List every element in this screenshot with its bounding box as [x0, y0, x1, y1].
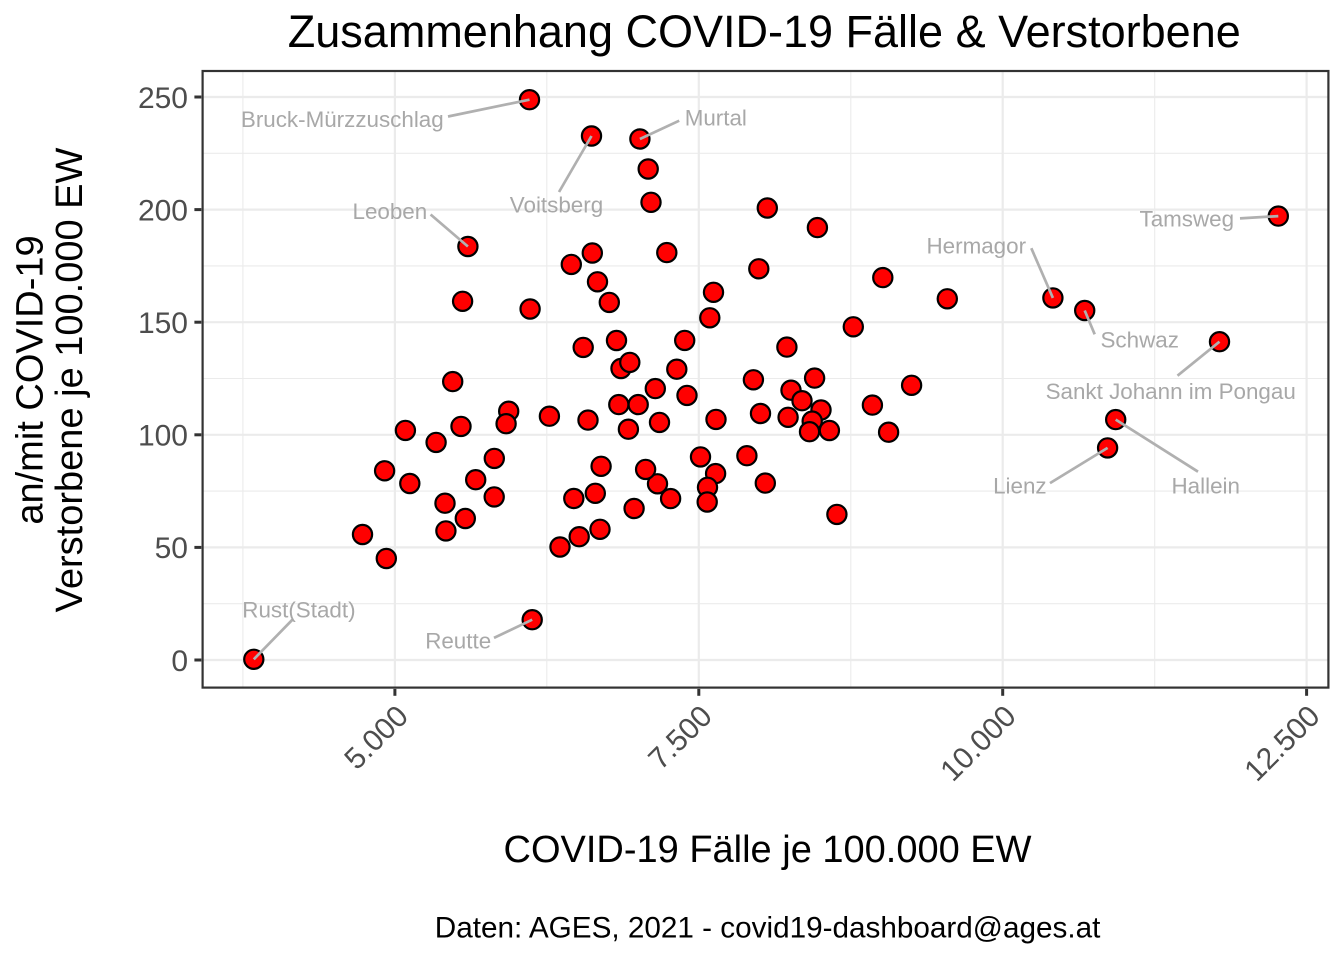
- svg-text:COVID-19 Fälle je 100.000 EW: COVID-19 Fälle je 100.000 EW: [504, 829, 1032, 871]
- svg-text:Bruck-Mürzzuschlag: Bruck-Mürzzuschlag: [241, 107, 444, 132]
- svg-text:Tamsweg: Tamsweg: [1140, 207, 1235, 232]
- svg-text:Zusammenhang COVID-19 Fälle &: Zusammenhang COVID-19 Fälle & Verstorben…: [288, 6, 1241, 57]
- svg-text:Leoben: Leoben: [353, 199, 428, 224]
- svg-text:Voitsberg: Voitsberg: [510, 192, 603, 217]
- svg-text:50: 50: [155, 532, 188, 565]
- svg-text:Murtal: Murtal: [685, 106, 747, 131]
- svg-text:Reutte: Reutte: [425, 628, 491, 653]
- svg-text:150: 150: [138, 307, 188, 340]
- svg-text:Sankt Johann im Pongau: Sankt Johann im Pongau: [1046, 379, 1296, 404]
- svg-text:Lienz: Lienz: [993, 474, 1047, 499]
- svg-text:Daten: AGES, 2021 - covid19-da: Daten: AGES, 2021 - covid19-dashboard@ag…: [435, 912, 1101, 945]
- svg-text:0: 0: [171, 645, 188, 678]
- svg-text:Hermagor: Hermagor: [927, 234, 1027, 259]
- svg-text:an/mit COVID-19: an/mit COVID-19: [9, 235, 51, 524]
- svg-text:200: 200: [138, 194, 188, 227]
- svg-text:Rust(Stadt): Rust(Stadt): [242, 598, 355, 623]
- svg-text:Verstorbene je 100.000 EW: Verstorbene je 100.000 EW: [49, 148, 91, 613]
- svg-text:100: 100: [138, 420, 188, 453]
- svg-text:Hallein: Hallein: [1172, 474, 1240, 499]
- svg-text:250: 250: [138, 82, 188, 115]
- svg-text:Schwaz: Schwaz: [1101, 327, 1179, 352]
